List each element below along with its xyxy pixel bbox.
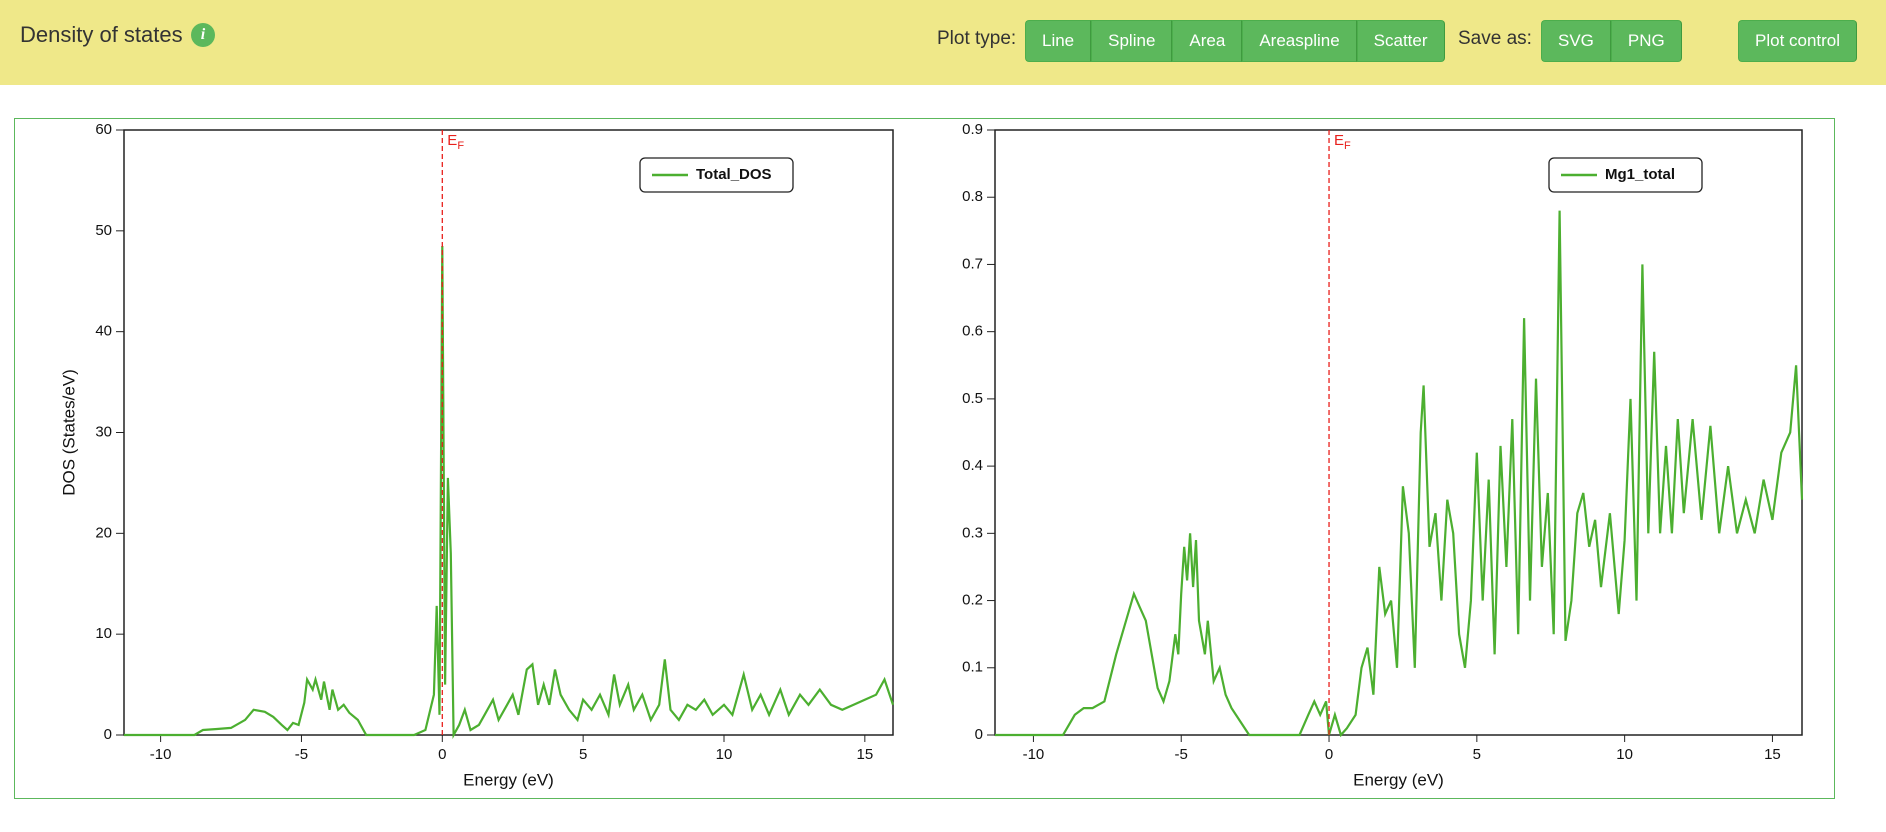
y-tick-label: 0.7	[962, 255, 983, 272]
plot-type-group: Line Spline Area Areaspline Scatter	[1025, 20, 1445, 62]
legend-box	[1548, 157, 1703, 193]
y-tick-label: 0.8	[962, 188, 983, 205]
title: Density of states	[20, 22, 183, 47]
x-tick-label: 0	[438, 746, 446, 763]
save-group: SVG PNG	[1541, 20, 1682, 62]
info-icon[interactable]: i	[191, 23, 215, 47]
plot-control-group: Plot control	[1738, 20, 1858, 62]
save-as-label: Save as:	[1458, 28, 1532, 49]
y-tick-label: 20	[95, 524, 112, 541]
fermi-label: EF	[1334, 132, 1351, 152]
y-tick-label: 0.6	[962, 323, 983, 340]
plot-control-button[interactable]: Plot control	[1738, 20, 1858, 62]
x-tick-label: 5	[1473, 746, 1481, 763]
plot-type-label: Plot type:	[937, 28, 1017, 49]
y-tick-label: 0	[975, 726, 983, 743]
x-tick-label: 15	[856, 746, 873, 763]
legend-label: Mg1_total	[1605, 166, 1675, 183]
y-tick-label: 30	[95, 423, 112, 440]
button[interactable]: Areaspline	[1242, 20, 1357, 62]
button[interactable]: Scatter	[1356, 20, 1445, 62]
series-line	[124, 245, 895, 740]
x-tick-label: -5	[295, 746, 308, 763]
y-tick-label: 0	[104, 726, 112, 743]
button[interactable]: Area	[1172, 20, 1243, 62]
button[interactable]: SVG	[1541, 20, 1611, 62]
x-tick-label: -10	[1023, 746, 1045, 763]
x-tick-label: 0	[1325, 746, 1333, 763]
x-tick-label: -10	[150, 746, 172, 763]
y-tick-label: 0.3	[962, 524, 983, 541]
legend-box	[639, 157, 794, 193]
y-tick-label: 40	[95, 323, 112, 340]
series-line	[995, 210, 1804, 738]
y-tick-label: 50	[95, 222, 112, 239]
y-tick-label: 0.1	[962, 659, 983, 676]
button[interactable]: PNG	[1610, 20, 1682, 62]
y-tick-label: 0.9	[962, 121, 983, 138]
fermi-label-main: E	[1334, 132, 1344, 149]
fermi-label-sub: F	[1344, 140, 1351, 152]
x-tick-label: 10	[716, 746, 733, 763]
plot-area	[994, 129, 1803, 736]
y-axis-label: DOS (States/eV)	[59, 369, 78, 496]
x-tick-label: 5	[579, 746, 587, 763]
button[interactable]: Line	[1025, 20, 1092, 62]
plot-area	[123, 129, 894, 736]
x-tick-label: -5	[1175, 746, 1188, 763]
button[interactable]: Spline	[1091, 20, 1173, 62]
y-tick-label: 60	[95, 121, 112, 138]
header: Density of states i Plot type: Line Splin…	[0, 0, 1886, 85]
y-tick-label: 10	[95, 625, 112, 642]
x-axis-label: Energy (eV)	[463, 770, 554, 789]
fermi-label-main: E	[447, 132, 457, 149]
y-tick-label: 0.4	[962, 457, 983, 474]
fermi-label: EF	[447, 132, 464, 152]
fermi-label-sub: F	[457, 140, 464, 152]
legend-label: Total_DOS	[696, 166, 772, 183]
y-tick-label: 0.5	[962, 390, 983, 407]
x-tick-label: 15	[1764, 746, 1781, 763]
x-axis-label: Energy (eV)	[1353, 770, 1444, 789]
plot-container	[14, 118, 1835, 799]
x-tick-label: 10	[1616, 746, 1633, 763]
y-tick-label: 0.2	[962, 592, 983, 609]
